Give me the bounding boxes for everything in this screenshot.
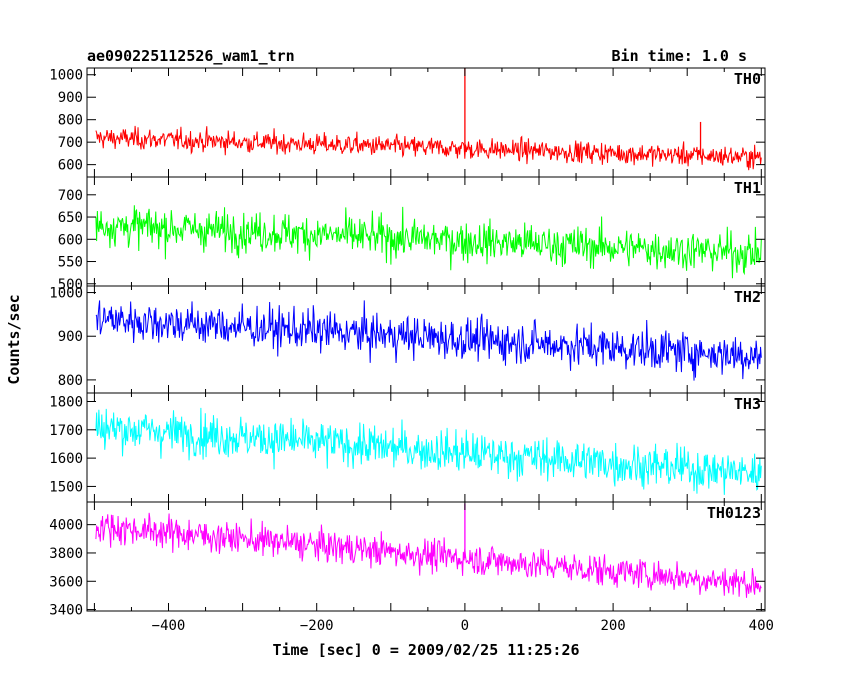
y-tick-label-th1: 650 xyxy=(58,210,83,226)
y-axis-label: Counts/sec xyxy=(5,294,23,384)
series-line-th1 xyxy=(95,205,762,279)
y-tick-label-th1: 550 xyxy=(58,255,83,271)
y-tick-label-th3: 1800 xyxy=(49,394,83,410)
y-tick-label-th0: 700 xyxy=(58,135,83,151)
y-tick-label-th1: 700 xyxy=(58,188,83,204)
series-line-th0 xyxy=(95,125,762,171)
series-line-th0123 xyxy=(95,512,762,598)
y-tick-label-th0123: 4000 xyxy=(49,518,83,534)
panel-label-th2: TH2 xyxy=(734,288,761,306)
y-tick-label-th2: 900 xyxy=(58,329,83,345)
panel-label-th0123: TH0123 xyxy=(707,504,761,522)
panel-frame-th1 xyxy=(86,176,766,287)
x-axis-label: Time [sec] 0 = 2009/02/25 11:25:26 xyxy=(272,641,579,659)
series-line-th2 xyxy=(95,300,762,381)
y-tick-label-th0: 600 xyxy=(58,158,83,174)
y-tick-label-th1: 600 xyxy=(58,232,83,248)
y-tick-label-th2: 800 xyxy=(58,373,83,389)
y-tick-label-th3: 1600 xyxy=(49,451,83,467)
y-tick-label-th0: 1000 xyxy=(49,68,83,84)
x-tick-label: −200 xyxy=(300,618,334,634)
y-tick-label-th0123: 3600 xyxy=(49,574,83,590)
y-tick-label-th0123: 3400 xyxy=(49,603,83,619)
x-tick-label: 0 xyxy=(461,618,469,634)
bin-time-label: Bin time: 1.0 s xyxy=(612,47,747,65)
x-tick-label: 200 xyxy=(600,618,625,634)
panel-frame-th0123 xyxy=(86,501,766,612)
panel-frame-th0 xyxy=(86,67,766,178)
y-tick-label-th1: 500 xyxy=(58,277,83,293)
x-tick-label: −400 xyxy=(152,618,186,634)
y-tick-label-th2: 1000 xyxy=(49,286,83,302)
y-tick-label-th0: 900 xyxy=(58,90,83,106)
y-tick-label-th0123: 3800 xyxy=(49,546,83,562)
x-tick-label: 400 xyxy=(749,618,774,634)
y-tick-label-th3: 1500 xyxy=(49,479,83,495)
panel-label-th1: TH1 xyxy=(734,179,761,197)
y-tick-label-th0: 800 xyxy=(58,113,83,129)
series-line-th3 xyxy=(95,407,762,495)
panel-label-th0: TH0 xyxy=(734,70,761,88)
chart-title: ae090225112526_wam1_trn xyxy=(87,47,295,65)
y-tick-label-th3: 1700 xyxy=(49,423,83,439)
panel-label-th3: TH3 xyxy=(734,395,761,413)
